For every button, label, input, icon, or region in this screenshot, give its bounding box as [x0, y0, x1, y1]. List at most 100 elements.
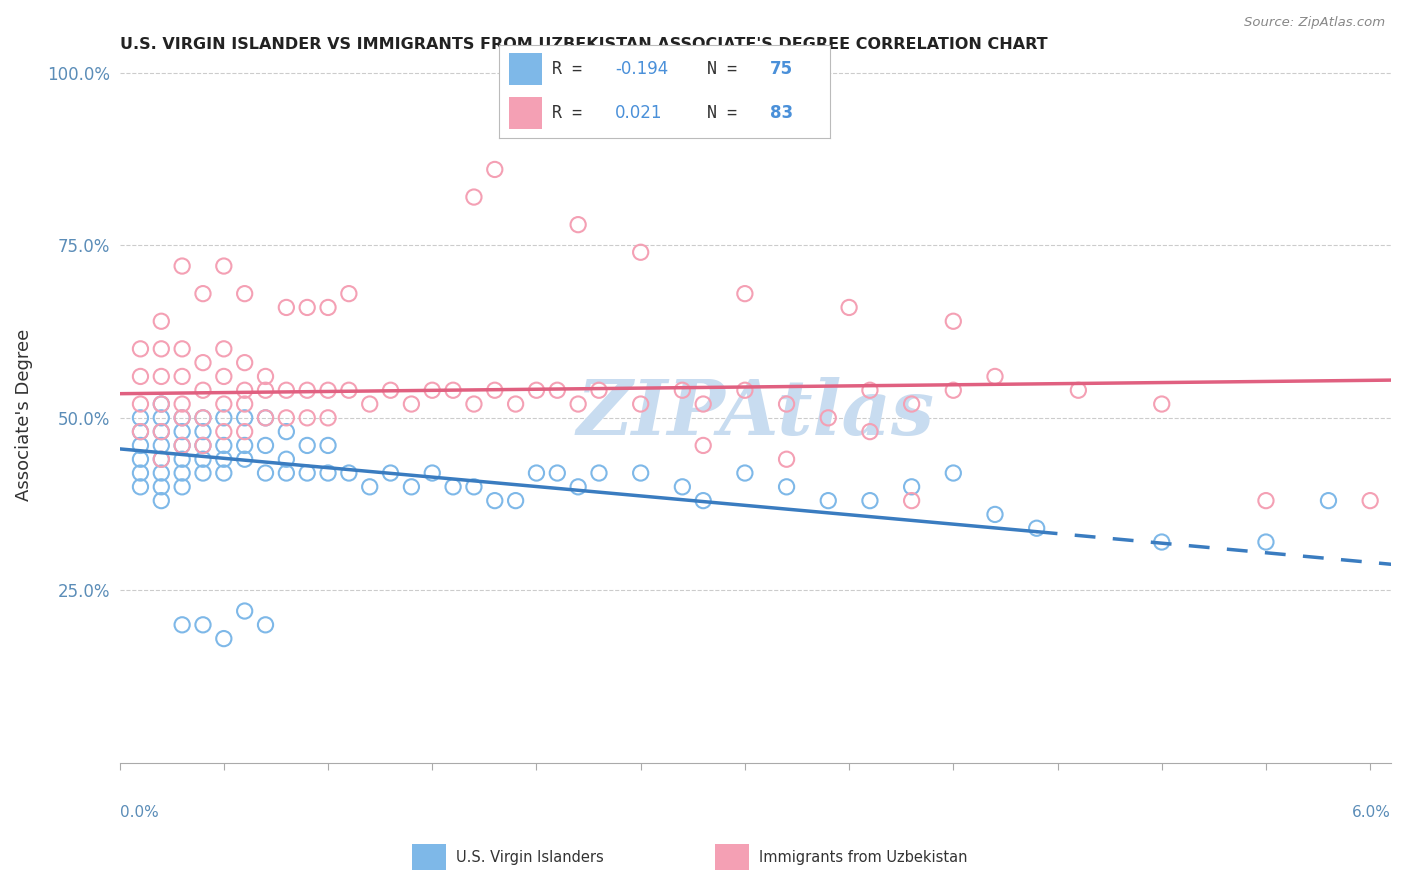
Point	[233, 438, 256, 452]
Point	[254, 369, 277, 384]
Point	[630, 466, 652, 480]
Point	[734, 466, 756, 480]
Point	[172, 369, 194, 384]
Point	[817, 410, 839, 425]
Point	[526, 383, 548, 397]
Point	[150, 342, 173, 356]
Point	[191, 410, 214, 425]
Point	[191, 286, 214, 301]
Point	[129, 397, 152, 411]
Point	[276, 301, 298, 315]
Point	[172, 452, 194, 467]
Point	[484, 162, 506, 177]
Point	[295, 410, 318, 425]
Point	[191, 452, 214, 467]
Point	[671, 480, 693, 494]
Point	[1254, 535, 1277, 549]
Point	[212, 369, 235, 384]
Point	[463, 190, 485, 204]
Point	[172, 410, 194, 425]
Point	[172, 466, 194, 480]
Point	[630, 397, 652, 411]
Point	[129, 466, 152, 480]
Point	[337, 286, 360, 301]
Text: U.S. Virgin Islanders: U.S. Virgin Islanders	[456, 850, 603, 864]
Point	[380, 383, 402, 397]
Point	[191, 425, 214, 439]
Point	[817, 493, 839, 508]
Text: 83: 83	[770, 104, 793, 122]
Point	[150, 397, 173, 411]
Point	[233, 286, 256, 301]
Point	[254, 410, 277, 425]
Point	[233, 410, 256, 425]
Point	[316, 438, 339, 452]
Text: -0.194: -0.194	[614, 60, 668, 78]
Point	[567, 218, 589, 232]
Point	[129, 369, 152, 384]
Point	[900, 493, 922, 508]
Point	[233, 383, 256, 397]
Point	[172, 259, 194, 273]
Point	[1150, 397, 1173, 411]
Point	[295, 383, 318, 397]
Point	[295, 466, 318, 480]
Point	[212, 259, 235, 273]
Point	[775, 480, 797, 494]
Point	[129, 410, 152, 425]
Text: Source: ZipAtlas.com: Source: ZipAtlas.com	[1244, 16, 1385, 29]
Point	[671, 383, 693, 397]
Point	[276, 410, 298, 425]
Point	[233, 425, 256, 439]
Point	[984, 508, 1007, 522]
Point	[505, 493, 527, 508]
Point	[316, 301, 339, 315]
Point	[775, 397, 797, 411]
Point	[172, 410, 194, 425]
Point	[191, 356, 214, 370]
Point	[233, 397, 256, 411]
Point	[900, 397, 922, 411]
Point	[1360, 493, 1382, 508]
Point	[150, 466, 173, 480]
Point	[150, 452, 173, 467]
Point	[191, 466, 214, 480]
Point	[775, 452, 797, 467]
Point	[129, 438, 152, 452]
Point	[254, 410, 277, 425]
Point	[254, 438, 277, 452]
Point	[420, 466, 443, 480]
Point	[463, 397, 485, 411]
Point	[734, 383, 756, 397]
Point	[441, 480, 464, 494]
Point	[172, 342, 194, 356]
Point	[401, 480, 423, 494]
Text: U.S. VIRGIN ISLANDER VS IMMIGRANTS FROM UZBEKISTAN ASSOCIATE'S DEGREE CORRELATIO: U.S. VIRGIN ISLANDER VS IMMIGRANTS FROM …	[120, 37, 1047, 53]
Point	[380, 466, 402, 480]
Point	[150, 314, 173, 328]
Point	[172, 617, 194, 632]
Point	[359, 397, 381, 411]
Text: 0.0%: 0.0%	[120, 805, 159, 820]
Point	[191, 438, 214, 452]
Text: N =: N =	[707, 60, 747, 78]
Point	[692, 397, 714, 411]
Text: R =: R =	[553, 104, 592, 122]
Point	[546, 466, 568, 480]
Point	[1254, 493, 1277, 508]
Point	[900, 480, 922, 494]
Point	[129, 425, 152, 439]
Point	[129, 452, 152, 467]
Point	[276, 383, 298, 397]
Point	[505, 397, 527, 411]
Bar	[509, 53, 543, 85]
Text: 0.021: 0.021	[614, 104, 662, 122]
Point	[567, 480, 589, 494]
Point	[1317, 493, 1340, 508]
Text: R =: R =	[553, 60, 592, 78]
Y-axis label: Associate's Degree: Associate's Degree	[15, 328, 32, 500]
Point	[588, 466, 610, 480]
Point	[172, 425, 194, 439]
Point	[212, 466, 235, 480]
Point	[276, 466, 298, 480]
